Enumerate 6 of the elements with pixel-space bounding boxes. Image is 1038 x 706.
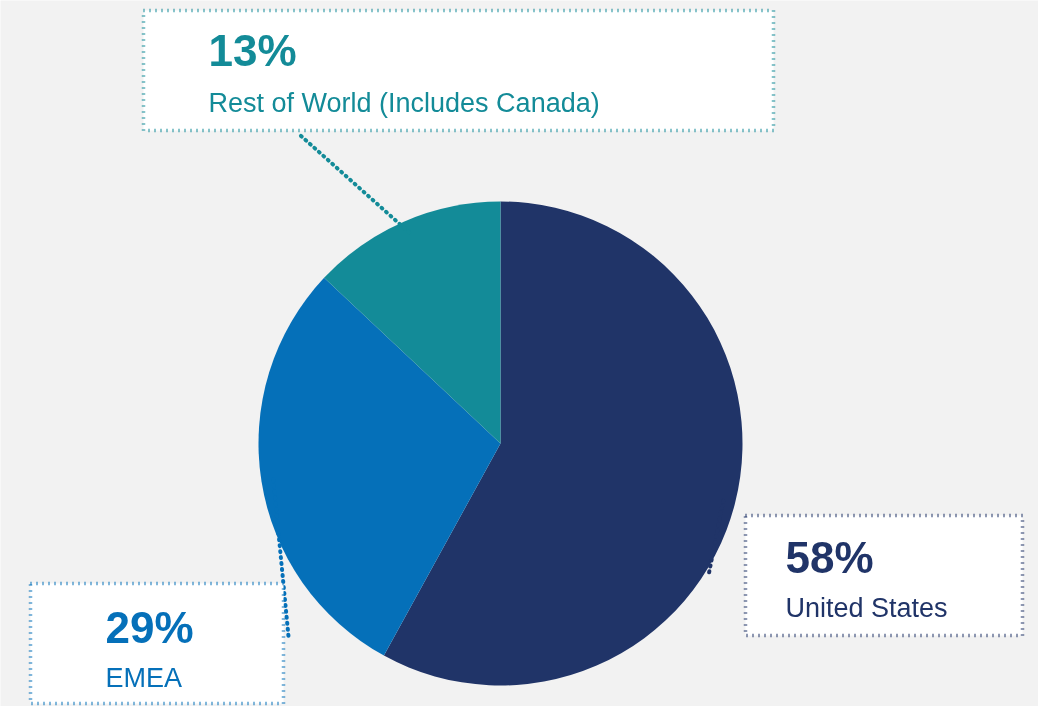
slice-label: United States — [785, 592, 948, 623]
data-label: 13% — [208, 26, 297, 75]
data-label: 29% — [105, 603, 194, 652]
data-label: 58% — [785, 533, 874, 582]
slice-label: EMEA — [105, 662, 183, 693]
slice-label: Rest of World (Includes Canada) — [208, 87, 600, 118]
